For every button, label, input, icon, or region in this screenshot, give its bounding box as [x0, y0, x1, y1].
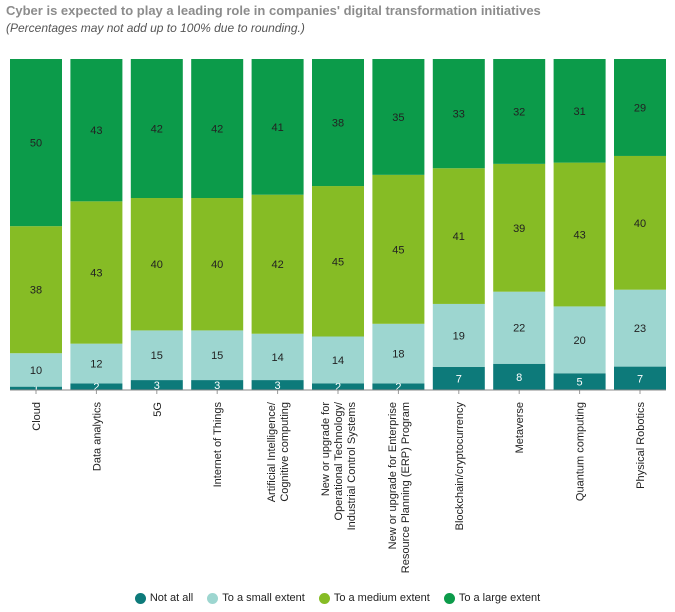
- data-label: 43: [90, 267, 102, 279]
- data-label: 45: [392, 244, 404, 256]
- category-label: New or upgrade for Operational Technology…: [320, 401, 358, 530]
- category-label: Data analytics: [91, 402, 103, 472]
- data-label: 15: [151, 350, 163, 362]
- data-label: 33: [453, 109, 465, 121]
- category-label-line: Quantum computing: [575, 402, 587, 501]
- data-label: 5: [577, 377, 583, 389]
- legend-swatch: [319, 593, 330, 604]
- chart-legend: Not at all To a small extent To a medium e…: [0, 592, 675, 604]
- category-label-line: Blockchain/cryptocurrency: [454, 402, 466, 531]
- data-label: 12: [90, 359, 102, 371]
- data-label: 38: [332, 118, 344, 130]
- category-label: Artificial Intelligence/Cognitive comput…: [266, 401, 291, 502]
- category-label-line: Operational Technology/: [333, 401, 345, 520]
- legend-item: To a small extent: [207, 592, 305, 604]
- category-label-line: Internet of Things: [212, 402, 224, 488]
- data-label: 40: [211, 259, 223, 271]
- category-label-line: Metaverse: [514, 402, 526, 453]
- category-label-line: Cloud: [31, 402, 43, 431]
- data-label: 32: [513, 106, 525, 118]
- category-label: Blockchain/cryptocurrency: [454, 402, 466, 531]
- category-label: Metaverse: [514, 402, 526, 453]
- legend-label: To a large extent: [459, 592, 540, 604]
- data-label: 42: [211, 124, 223, 136]
- data-label: 20: [573, 335, 585, 347]
- data-label: 45: [332, 256, 344, 268]
- category-label: Quantum computing: [575, 402, 587, 501]
- legend-label: To a medium extent: [334, 592, 430, 604]
- data-label: 23: [634, 323, 646, 335]
- category-label: Internet of Things: [212, 402, 224, 488]
- data-label: 39: [513, 223, 525, 235]
- data-label: 42: [151, 124, 163, 136]
- category-label-line: Artificial Intelligence/: [266, 401, 278, 502]
- legend-item: To a medium extent: [319, 592, 430, 604]
- category-label-line: Resource Planning (ERP) Program: [400, 402, 412, 573]
- data-label: 42: [271, 259, 283, 271]
- category-label-line: New or upgrade for Enterprise: [387, 402, 399, 549]
- category-label: 5G: [152, 402, 164, 417]
- data-label: 10: [30, 365, 42, 377]
- data-label: 43: [573, 230, 585, 242]
- category-label: Physical Robotics: [635, 402, 647, 489]
- data-label: 14: [332, 355, 344, 367]
- category-label-line: 5G: [152, 402, 164, 417]
- data-label: 50: [30, 138, 42, 150]
- legend-label: Not at all: [150, 592, 193, 604]
- data-label: 43: [90, 125, 102, 137]
- data-label: 38: [30, 285, 42, 297]
- data-label: 14: [271, 352, 283, 364]
- data-label: 22: [513, 323, 525, 335]
- data-label: 15: [211, 350, 223, 362]
- data-label: 31: [573, 106, 585, 118]
- data-label: 18: [392, 349, 404, 361]
- legend-item: To a large extent: [444, 592, 540, 604]
- data-label: 19: [453, 330, 465, 342]
- legend-label: To a small extent: [222, 592, 305, 604]
- category-label-line: New or upgrade for: [320, 402, 332, 496]
- data-label: 29: [634, 102, 646, 114]
- category-label-line: Cognitive computing: [279, 402, 291, 502]
- data-label: 7: [456, 373, 462, 385]
- data-label: 35: [392, 112, 404, 124]
- category-label-line: Industrial Control Systems: [346, 402, 358, 531]
- data-label: 40: [151, 259, 163, 271]
- category-label: New or upgrade for Enterprise Resource Pl…: [387, 402, 412, 573]
- data-label: 41: [453, 231, 465, 243]
- category-label-line: Physical Robotics: [635, 402, 647, 489]
- data-label: 40: [634, 218, 646, 230]
- category-label-line: Data analytics: [91, 402, 103, 472]
- data-label: 8: [516, 372, 522, 384]
- legend-item: Not at all: [135, 592, 193, 604]
- data-label: 7: [637, 373, 643, 385]
- legend-swatch: [135, 593, 146, 604]
- category-label: Cloud: [31, 402, 43, 431]
- legend-swatch: [444, 593, 455, 604]
- legend-swatch: [207, 593, 218, 604]
- data-label: 41: [271, 122, 283, 134]
